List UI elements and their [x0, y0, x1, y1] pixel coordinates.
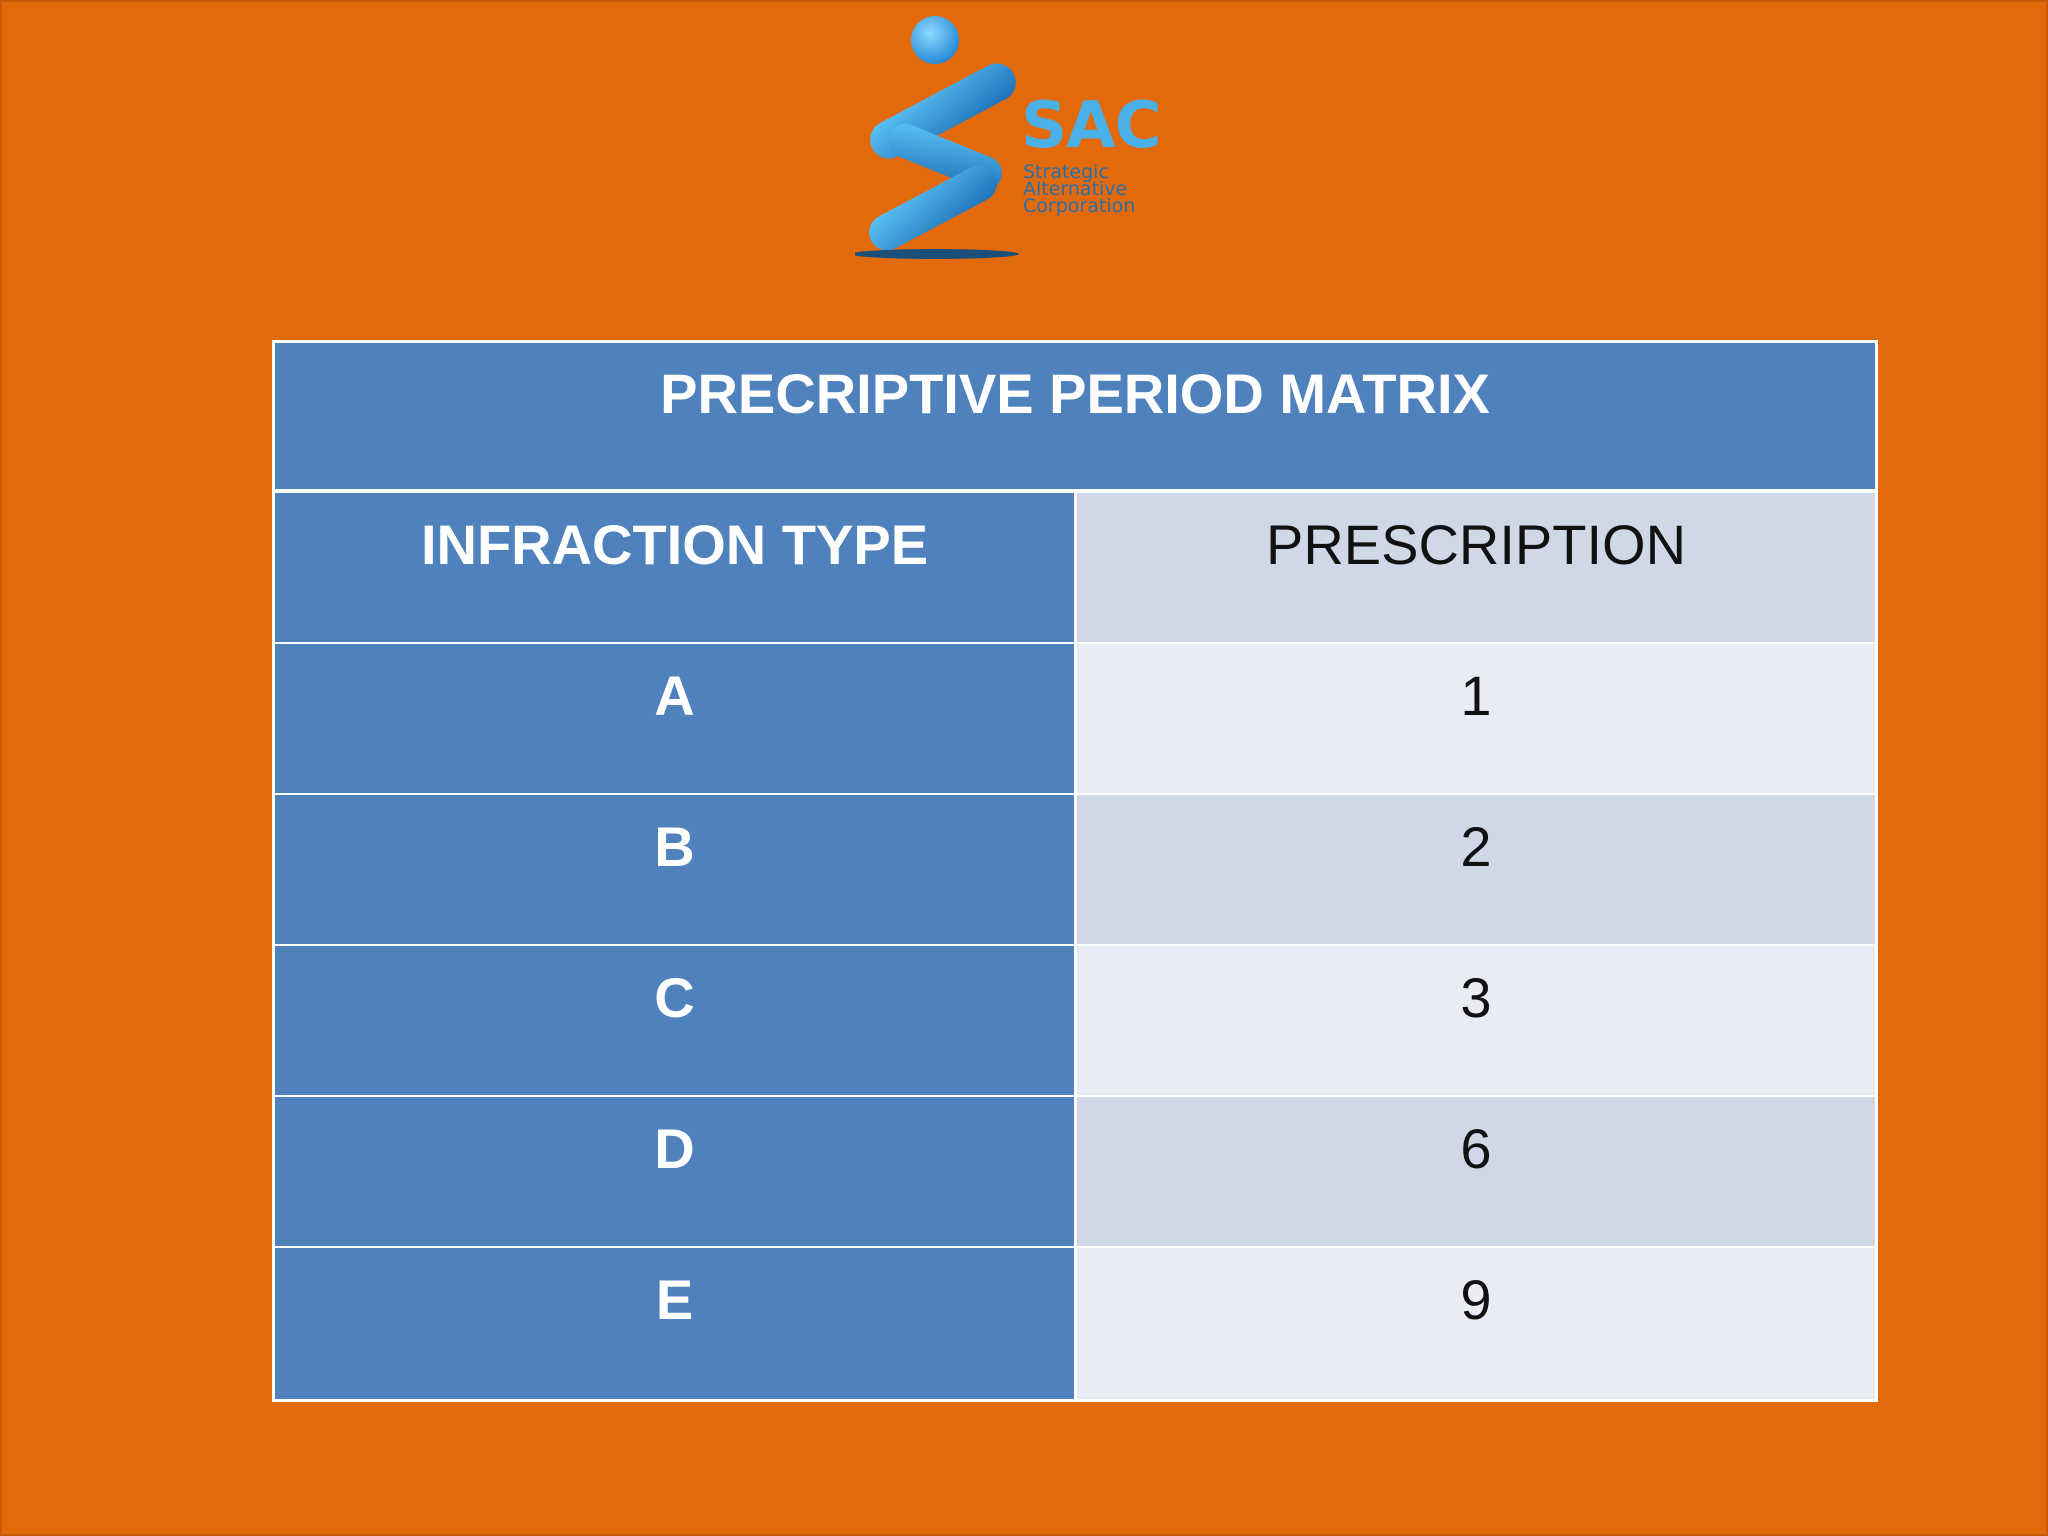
infraction-type-cell: A [275, 644, 1077, 795]
table-title: PRECRIPTIVE PERIOD MATRIX [660, 362, 1490, 425]
sac-logo: SAC Strategic Alternative Corporation [855, 12, 1215, 262]
cell-text: 1 [1460, 664, 1492, 727]
infraction-type-cell: E [275, 1248, 1077, 1399]
header-label: PRESCRIPTION [1265, 513, 1687, 576]
header-prescription: PRESCRIPTION [1077, 493, 1875, 644]
cell-text: C [654, 966, 695, 1029]
logo-wordmark: SAC [1021, 89, 1162, 163]
header-label: INFRACTION TYPE [420, 513, 929, 576]
sac-figure-icon [855, 16, 1019, 259]
logo-tagline-line: Alternative [1023, 178, 1128, 200]
cell-text: E [655, 1268, 694, 1331]
logo-tagline: Strategic Alternative Corporation [1023, 161, 1136, 217]
table-row: E 9 [275, 1248, 1875, 1399]
prescription-cell: 2 [1077, 795, 1875, 946]
infraction-type-cell: C [275, 946, 1077, 1097]
prescription-cell: 9 [1077, 1248, 1875, 1399]
cell-text: 6 [1460, 1117, 1492, 1180]
cell-text: B [654, 815, 695, 878]
logo-tagline-line: Strategic [1023, 161, 1109, 183]
cell-text: 2 [1460, 815, 1492, 878]
prescription-cell: 6 [1077, 1097, 1875, 1248]
prescriptive-period-table: PRECRIPTIVE PERIOD MATRIX INFRACTION TYP… [272, 340, 1878, 1402]
cell-text: A [654, 664, 695, 727]
infraction-type-cell: D [275, 1097, 1077, 1248]
cell-text: 9 [1460, 1268, 1492, 1331]
prescription-cell: 3 [1077, 946, 1875, 1097]
table-row: C 3 [275, 946, 1875, 1097]
table-row: B 2 [275, 795, 1875, 946]
table-title-row: PRECRIPTIVE PERIOD MATRIX [275, 343, 1875, 493]
prescription-cell: 1 [1077, 644, 1875, 795]
table-header-row: INFRACTION TYPE PRESCRIPTION [275, 493, 1875, 644]
table-row: D 6 [275, 1097, 1875, 1248]
cell-text: 3 [1460, 966, 1492, 1029]
logo-tagline-line: Corporation [1023, 195, 1136, 217]
cell-text: D [654, 1117, 695, 1180]
header-infraction-type: INFRACTION TYPE [275, 493, 1077, 644]
infraction-type-cell: B [275, 795, 1077, 946]
table-row: A 1 [275, 644, 1875, 795]
